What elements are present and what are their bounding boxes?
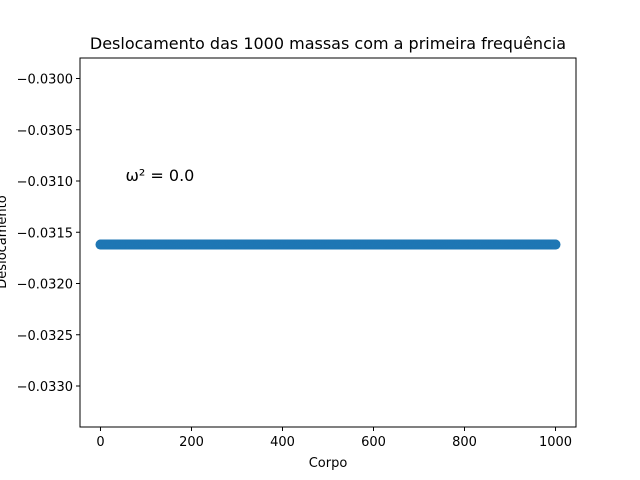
y-axis-label: Deslocamento (0, 195, 10, 288)
y-tick-label: −0.0315 (17, 226, 73, 241)
x-axis-label: Corpo (309, 456, 348, 471)
y-tick-label: −0.0310 (17, 175, 73, 190)
data-point (550, 239, 561, 250)
y-axis: −0.0300 −0.0305 −0.0310 −0.0315 −0.0320 −0.03… (17, 73, 80, 395)
annotations: ω² = 0.0 (126, 166, 195, 185)
y-tick-label: −0.0300 (17, 73, 73, 88)
x-tick-label: 200 (179, 435, 204, 450)
x-tick-label: 0 (96, 435, 104, 450)
x-tick-label: 800 (452, 435, 477, 450)
y-tick-label: −0.0305 (17, 124, 73, 139)
y-tick-label: −0.0325 (17, 329, 73, 344)
x-tick-label: 1000 (539, 435, 572, 450)
x-tick-label: 600 (361, 435, 386, 450)
x-axis: 0 200 400 600 800 1000 (96, 427, 572, 450)
plot-area-frame (79, 57, 577, 428)
chart-title: Deslocamento das 1000 massas com a prime… (90, 34, 566, 53)
omega-annotation: ω² = 0.0 (126, 166, 195, 185)
x-tick-label: 400 (270, 435, 295, 450)
data-points (95, 239, 561, 250)
y-tick-label: −0.0330 (17, 380, 73, 395)
y-tick-label: −0.0320 (17, 278, 73, 293)
